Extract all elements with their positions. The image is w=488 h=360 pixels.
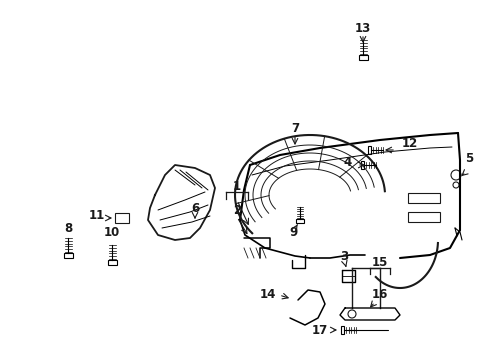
Text: 16: 16 xyxy=(371,288,387,302)
Text: 12: 12 xyxy=(401,136,417,149)
Bar xyxy=(358,55,367,59)
Text: 14: 14 xyxy=(259,288,276,302)
Text: 4: 4 xyxy=(343,156,351,168)
Bar xyxy=(360,161,364,168)
Text: 7: 7 xyxy=(290,122,299,135)
Text: 13: 13 xyxy=(354,22,370,35)
Bar xyxy=(107,260,116,265)
Text: 3: 3 xyxy=(339,251,347,264)
Text: 1: 1 xyxy=(232,180,241,193)
Bar xyxy=(115,213,129,223)
Text: 2: 2 xyxy=(232,203,241,216)
Text: 9: 9 xyxy=(289,225,298,239)
Bar xyxy=(63,253,72,257)
Bar xyxy=(407,193,439,203)
Text: 10: 10 xyxy=(103,225,120,239)
Bar xyxy=(367,147,371,154)
Text: 6: 6 xyxy=(190,202,199,215)
Text: 17: 17 xyxy=(311,324,327,337)
Text: 15: 15 xyxy=(371,256,387,269)
Text: 11: 11 xyxy=(89,208,105,221)
Text: 5: 5 xyxy=(464,152,472,165)
Bar xyxy=(296,219,303,222)
Bar xyxy=(340,327,344,334)
Bar xyxy=(407,212,439,222)
Text: 8: 8 xyxy=(64,221,72,234)
